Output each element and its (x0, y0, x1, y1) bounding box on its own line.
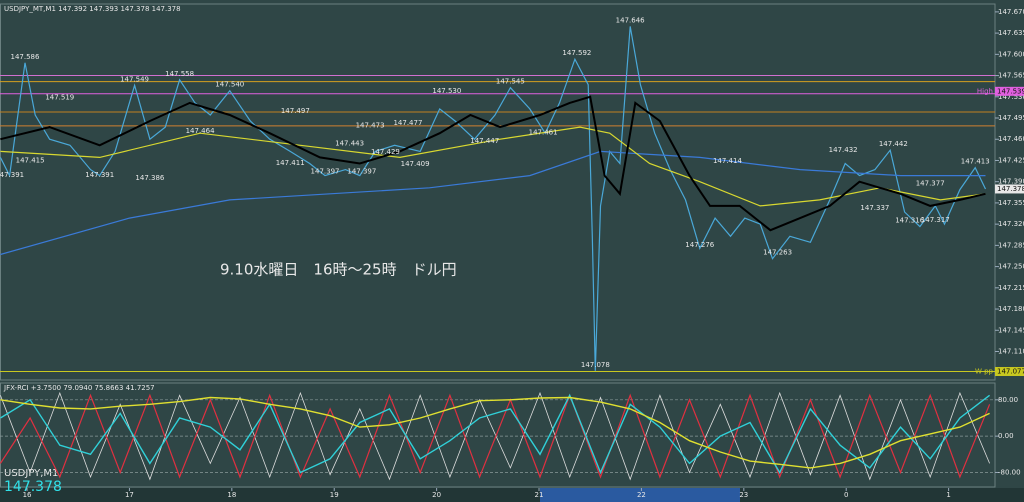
price-label: 147.461 (529, 129, 558, 137)
symbol: USDJPY,M1 (4, 468, 58, 479)
price-label: 147.397 (347, 167, 376, 175)
y-tick-label: 147.425 (998, 156, 1024, 164)
annotation: 9.10水曜日 16時～25時 ドル円 (220, 261, 457, 279)
price-label: 147.414 (713, 157, 742, 165)
x-tick-label: 0 (844, 491, 848, 499)
y-tick-label: 147.635 (998, 29, 1024, 37)
price-label: 147.337 (860, 204, 889, 212)
series-line (0, 393, 991, 479)
y-tick-label: 147.215 (998, 284, 1024, 292)
price-label: 147.519 (45, 93, 74, 101)
price-label: 147.377 (916, 180, 945, 188)
x-tick-label: 20 (432, 491, 441, 499)
price: 147.378 (4, 479, 62, 495)
y-tick-label: 147.250 (998, 263, 1024, 271)
price-label: 147.586 (11, 53, 40, 61)
price-label: 147.477 (393, 119, 422, 127)
x-tick-label: 23 (739, 491, 748, 499)
series-line (0, 393, 991, 475)
price-label: 147.078 (581, 361, 610, 369)
x-tick-label: 17 (125, 491, 134, 499)
price-label: 147.497 (281, 107, 310, 115)
price-label: 147.558 (165, 70, 194, 78)
y-tick-label: 147.670 (998, 8, 1024, 16)
price-label: 147.413 (961, 158, 990, 166)
price-label: 147.316 (895, 217, 924, 225)
price-label: 147.386 (135, 174, 164, 182)
time-highlight (540, 488, 740, 502)
marker-value: 147.539 (997, 87, 1024, 95)
y-tick-label: 147.460 (998, 135, 1024, 143)
series-line (0, 26, 987, 371)
oscillator-panel (0, 382, 996, 488)
y-tick-label: 147.145 (998, 326, 1024, 334)
panel-title: JFX-RCI +3.7500 79.0940 75.8663 41.7257 (3, 384, 155, 392)
price-label: 147.473 (356, 121, 385, 129)
y-tick-label: 147.565 (998, 72, 1024, 80)
y-tick-label: -80.00 (998, 468, 1021, 476)
panel-title: USDJPY_MT,M1 147.392 147.393 147.378 147… (4, 5, 181, 13)
price-label: 147.276 (685, 241, 714, 249)
y-tick-label: 147.390 (998, 178, 1024, 186)
price-label: 147.464 (186, 127, 215, 135)
series-line (0, 126, 986, 207)
marker-label: W pp (975, 368, 994, 376)
x-tick-label: 19 (330, 491, 339, 499)
price-label: 147.447 (470, 137, 499, 145)
price-label: 147.415 (16, 157, 45, 165)
price-label: 147.429 (371, 148, 400, 156)
marker-box (995, 367, 1024, 377)
price-label: 147.592 (562, 49, 591, 57)
x-tick-label: 16 (23, 491, 32, 499)
last-price: 147.378 (997, 185, 1024, 193)
y-tick-label: 147.110 (998, 347, 1024, 355)
series-line (0, 150, 986, 256)
y-tick-label: 147.285 (998, 241, 1024, 249)
price-label: 147.391 (85, 171, 114, 179)
price-label: 147.432 (829, 146, 858, 154)
y-tick-label: 147.495 (998, 114, 1024, 122)
y-tick-label: 147.355 (998, 199, 1024, 207)
y-tick-label: 147.530 (998, 93, 1024, 101)
price-label: 147.646 (616, 16, 645, 24)
y-tick-label: 0.00 (998, 432, 1014, 440)
y-tick-label: 147.180 (998, 305, 1024, 313)
series-line (0, 396, 990, 469)
x-tick-label: 21 (535, 491, 544, 499)
marker-value: 147.077 (997, 368, 1024, 376)
price-label: 147.263 (763, 249, 792, 257)
price-label: 147.443 (335, 140, 364, 148)
price-label: 147.442 (879, 140, 908, 148)
price-label: 147.411 (276, 159, 305, 167)
x-tick-label: 1 (946, 491, 950, 499)
x-tick-label: 18 (227, 491, 236, 499)
price-label: 147.540 (215, 81, 244, 89)
price-label: 147.397 (311, 167, 340, 175)
price-label: 147.545 (496, 78, 525, 86)
time-axis (0, 488, 1024, 502)
price-label: 147.391 (0, 171, 24, 179)
series-line (0, 95, 986, 232)
price-label: 147.549 (120, 75, 149, 83)
price-label: 147.530 (432, 87, 461, 95)
y-tick-label: 147.320 (998, 220, 1024, 228)
y-tick-label: 147.600 (998, 50, 1024, 58)
y-tick-label: 80.00 (998, 396, 1018, 404)
price-label: 147.317 (921, 216, 950, 224)
marker-box (995, 86, 1024, 96)
price-label: 147.409 (401, 160, 430, 168)
last-price-box (995, 184, 1024, 194)
marker-label: High (977, 87, 993, 95)
x-tick-label: 22 (637, 491, 646, 499)
